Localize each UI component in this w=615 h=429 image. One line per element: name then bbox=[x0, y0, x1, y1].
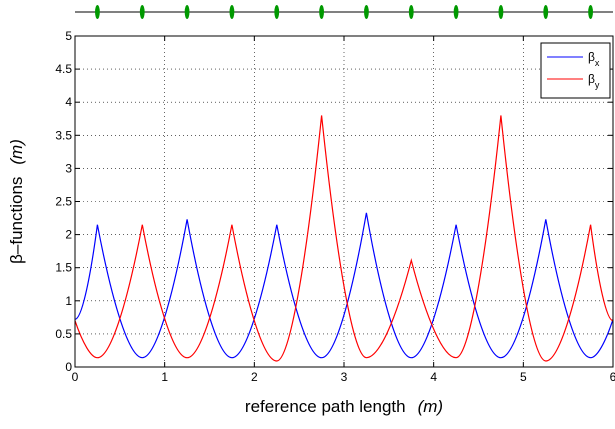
y-axis-unit: (m) bbox=[7, 139, 26, 164]
x-tick-label: 4 bbox=[430, 370, 437, 384]
y-tick-label: 0 bbox=[65, 360, 72, 374]
x-tick-label: 6 bbox=[610, 370, 615, 384]
x-tick-label: 2 bbox=[251, 370, 258, 384]
legend: βx βy bbox=[540, 42, 611, 99]
y-axis-label-text: β–functions bbox=[7, 177, 26, 264]
legend-beta-x-sub: x bbox=[595, 58, 600, 68]
x-tick-labels: 0 1 2 3 4 5 6 bbox=[72, 370, 615, 384]
y-axis-label: β–functions (m) bbox=[7, 139, 26, 264]
lattice-elements bbox=[95, 5, 593, 19]
legend-beta-x-base: β bbox=[588, 50, 595, 64]
quadrupole-marker bbox=[319, 5, 324, 19]
legend-beta-y-sub: y bbox=[595, 80, 600, 90]
quadrupole-marker bbox=[498, 5, 504, 19]
legend-beta-y-base: β bbox=[588, 72, 595, 86]
y-tick-label: 5 bbox=[65, 29, 72, 43]
lattice-strip bbox=[75, 5, 613, 19]
x-axis-label-text: reference path length bbox=[245, 397, 406, 416]
x-tick-label: 0 bbox=[72, 370, 79, 384]
quadrupole-marker bbox=[364, 5, 369, 19]
x-tick-label: 3 bbox=[341, 370, 348, 384]
legend-box bbox=[540, 42, 611, 99]
quadrupole-marker bbox=[229, 5, 235, 19]
quadrupole-marker bbox=[453, 5, 459, 19]
quadrupole-marker bbox=[543, 5, 549, 19]
quadrupole-marker bbox=[184, 5, 190, 19]
y-tick-label: 3.5 bbox=[55, 128, 72, 142]
y-tick-label: 2.5 bbox=[55, 195, 72, 209]
y-tick-label: 1.5 bbox=[55, 261, 72, 275]
quadrupole-marker bbox=[274, 5, 280, 19]
legend-label-beta-x: βx bbox=[588, 50, 600, 68]
series-line-beta-y bbox=[74, 115, 614, 362]
y-tick-label: 4.5 bbox=[55, 62, 72, 76]
quadrupole-marker bbox=[139, 5, 145, 19]
y-tick-labels: 0 0.5 1 1.5 2 2.5 3 3.5 4 4.5 5 bbox=[55, 29, 72, 374]
x-tick-label: 1 bbox=[161, 370, 168, 384]
quadrupole-marker bbox=[95, 5, 100, 19]
y-tick-label: 2 bbox=[65, 228, 72, 242]
y-tick-label: 4 bbox=[65, 95, 72, 109]
y-tick-label: 1 bbox=[65, 294, 72, 308]
axis-ticks bbox=[74, 35, 614, 368]
x-axis-unit: (m) bbox=[418, 397, 443, 416]
legend-label-beta-y: βy bbox=[588, 72, 600, 90]
y-tick-label: 0.5 bbox=[55, 327, 72, 341]
y-tick-label: 3 bbox=[65, 161, 72, 175]
grid bbox=[75, 36, 613, 367]
x-tick-label: 5 bbox=[520, 370, 527, 384]
series-lines bbox=[74, 115, 614, 362]
quadrupole-marker bbox=[588, 5, 593, 19]
x-axis-label: reference path length (m) bbox=[245, 397, 443, 416]
quadrupole-marker bbox=[408, 5, 414, 19]
